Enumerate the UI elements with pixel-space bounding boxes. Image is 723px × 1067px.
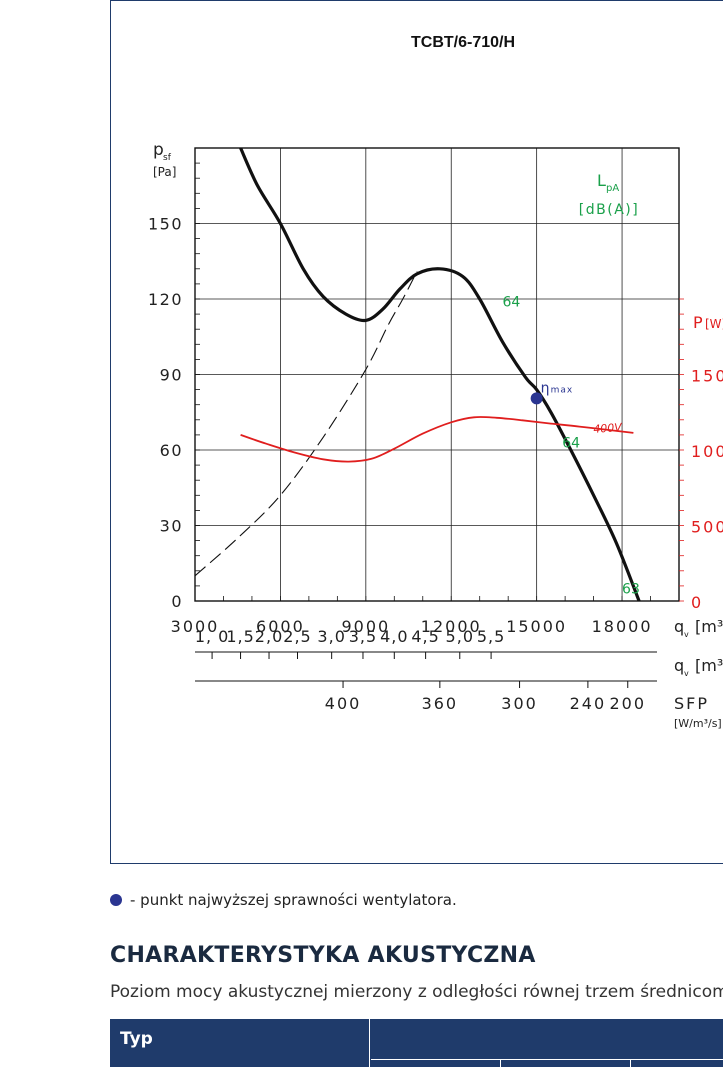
x2-tick-label: 3,0 xyxy=(317,627,345,646)
sfp-tick-label: 400 xyxy=(325,694,362,713)
system-curve xyxy=(195,271,418,577)
x2-tick-label: 2,5 xyxy=(283,627,311,646)
efficiency-point xyxy=(530,392,543,405)
x-tick-label: 15000 xyxy=(506,617,567,636)
power-curve xyxy=(240,416,634,463)
x2-axis-label-sub: v xyxy=(684,669,689,678)
power-tick-label: 500 xyxy=(691,518,723,537)
x-tick-label: 3000 xyxy=(171,617,220,636)
acoustic-section-description: Poziom mocy akustycznej mierzony z odleg… xyxy=(110,982,723,1002)
y-tick-label: 90 xyxy=(160,366,183,385)
x-tick-label: 9000 xyxy=(341,617,390,636)
chart-frame: TCBT/6-710/H 0 30 60 90 120 150 p sf [Pa] 3000 6000… xyxy=(110,0,723,864)
x-axis-label-sub: v xyxy=(684,630,689,639)
table-header-divider xyxy=(630,1059,631,1067)
table-header-subline xyxy=(371,1059,723,1060)
x2-tick-label: 2,0 xyxy=(255,627,283,646)
y-tick-label: 60 xyxy=(160,441,183,460)
power-tick-label: 150 xyxy=(691,367,723,386)
x-tick-label: 18000 xyxy=(592,617,653,636)
legend-row: - punkt najwyższej sprawności wentylator… xyxy=(110,891,457,909)
acoustic-table-header: Typ xyxy=(110,1019,723,1067)
power-axis-unit: [W] xyxy=(705,317,723,331)
x2-tick-label: 1, 0 xyxy=(195,627,230,646)
noise-level-label: 64 xyxy=(502,295,520,311)
lpa-label: L xyxy=(597,171,606,190)
x2-tick-label: 3,5 xyxy=(349,627,377,646)
x-axis-label: q xyxy=(674,617,684,636)
pressure-curve xyxy=(239,148,641,601)
power-axis-label: P xyxy=(693,313,703,332)
power-series-label: 400V xyxy=(593,421,624,436)
noise-level-label: 63 xyxy=(622,581,640,597)
y-axis-label-sub: sf xyxy=(163,153,172,163)
sfp-tick-label: 240 xyxy=(570,694,607,713)
efficiency-dot-icon xyxy=(110,894,122,906)
y-tick-label: 30 xyxy=(160,517,183,536)
efficiency-label: η xyxy=(541,380,550,396)
x2-tick-label: 5,5 xyxy=(477,627,505,646)
x2-tick-label: 4,5 xyxy=(411,627,439,646)
x-tick-label: 12000 xyxy=(421,617,482,636)
efficiency-label-sub: max xyxy=(551,385,574,395)
x2-tick-label: 4,0 xyxy=(380,627,408,646)
x-axis-unit: [m³/h] xyxy=(695,617,723,636)
x2-axis-unit: [m³/s] xyxy=(695,656,723,675)
y-axis-unit: [Pa] xyxy=(153,165,176,179)
x2-axis-label: q xyxy=(674,656,684,675)
y-tick-label: 150 xyxy=(148,215,183,234)
sfp-tick-label: 200 xyxy=(609,694,646,713)
x-tick-label: 6000 xyxy=(256,617,305,636)
lpa-unit: [dB(A)] xyxy=(579,202,639,218)
y-tick-label: 120 xyxy=(148,290,183,309)
y-axis-label: p xyxy=(153,140,164,160)
lpa-label-sub: pA xyxy=(606,183,619,194)
sfp-axis-unit: [W/m³/s] xyxy=(674,717,722,730)
acoustic-section-title: CHARAKTERYSTYKA AKUSTYCZNA xyxy=(110,943,536,968)
y-tick-label: 0 xyxy=(171,592,183,611)
power-tick-label: 0 xyxy=(691,593,703,612)
sfp-tick-label: 300 xyxy=(501,694,538,713)
table-header-divider xyxy=(500,1059,501,1067)
chart-title: TCBT/6-710/H xyxy=(411,34,515,51)
x2-tick-label: 5,0 xyxy=(446,627,474,646)
power-tick-label: 100 xyxy=(691,442,723,461)
legend-text: - punkt najwyższej sprawności wentylator… xyxy=(130,891,457,909)
sfp-axis-label: SFP xyxy=(674,694,709,713)
sfp-tick-label: 360 xyxy=(422,694,459,713)
x2-tick-label: 1,5 xyxy=(226,627,254,646)
table-header-typ: Typ xyxy=(110,1019,370,1067)
noise-level-label: 64 xyxy=(562,435,580,451)
